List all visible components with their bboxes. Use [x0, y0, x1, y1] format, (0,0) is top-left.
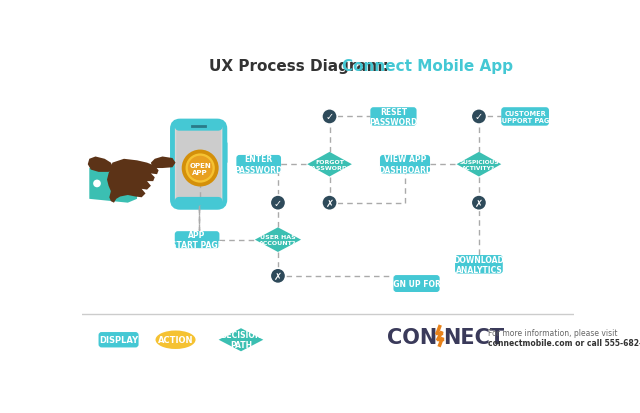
FancyBboxPatch shape: [175, 197, 223, 206]
Text: ✓: ✓: [326, 112, 333, 122]
Circle shape: [322, 109, 337, 125]
Text: ✗: ✗: [326, 198, 333, 208]
Text: FORGOT
PASSWORD?: FORGOT PASSWORD?: [308, 159, 351, 170]
Text: ✗: ✗: [475, 198, 483, 208]
Text: VIEW APP
DASHBOARD: VIEW APP DASHBOARD: [378, 155, 432, 174]
Text: Connect Mobile App: Connect Mobile App: [342, 59, 513, 74]
Polygon shape: [107, 159, 159, 203]
Circle shape: [182, 150, 219, 187]
FancyBboxPatch shape: [455, 255, 503, 274]
Circle shape: [186, 154, 215, 183]
Text: SUSPICIOUS
ACTIVITY?: SUSPICIOUS ACTIVITY?: [459, 159, 499, 170]
Circle shape: [322, 195, 337, 211]
Text: DOWNLOAD
ANALYTICS: DOWNLOAD ANALYTICS: [454, 255, 504, 274]
Text: NECT: NECT: [444, 328, 504, 348]
Polygon shape: [255, 228, 301, 252]
Circle shape: [471, 109, 486, 125]
FancyBboxPatch shape: [394, 275, 440, 292]
Circle shape: [471, 195, 486, 211]
Text: DECISION
PATH: DECISION PATH: [220, 330, 262, 349]
FancyBboxPatch shape: [380, 156, 430, 174]
FancyBboxPatch shape: [371, 108, 417, 126]
Circle shape: [93, 180, 101, 188]
Text: SIGN UP FORM: SIGN UP FORM: [385, 279, 449, 288]
FancyBboxPatch shape: [175, 123, 223, 131]
FancyBboxPatch shape: [175, 232, 220, 249]
Text: UX Process Diagram:: UX Process Diagram:: [209, 59, 394, 74]
Circle shape: [270, 268, 285, 284]
FancyBboxPatch shape: [99, 332, 139, 348]
Text: CON: CON: [387, 328, 437, 348]
Polygon shape: [151, 157, 175, 169]
Text: ENTER
PASSWORD: ENTER PASSWORD: [234, 155, 283, 174]
Text: USER HAS
ACCOUNT?: USER HAS ACCOUNT?: [259, 235, 296, 245]
Text: APP
START PAGE: APP START PAGE: [171, 230, 223, 250]
Text: ✓: ✓: [274, 198, 282, 208]
Text: connectmobile.com or call 555-682-9962: connectmobile.com or call 555-682-9962: [488, 338, 640, 347]
Circle shape: [188, 157, 212, 181]
Text: ✗: ✗: [274, 271, 282, 281]
Text: For more information, please visit: For more information, please visit: [488, 328, 618, 337]
FancyBboxPatch shape: [223, 142, 227, 164]
Circle shape: [270, 195, 285, 211]
Polygon shape: [307, 152, 352, 177]
Text: OPEN
APP: OPEN APP: [189, 162, 211, 175]
FancyBboxPatch shape: [236, 156, 281, 174]
FancyBboxPatch shape: [176, 129, 221, 201]
Polygon shape: [456, 152, 501, 177]
Text: ✓: ✓: [475, 112, 483, 122]
Text: ACTION: ACTION: [158, 335, 193, 344]
Ellipse shape: [156, 331, 196, 349]
FancyBboxPatch shape: [172, 122, 225, 208]
Text: CUSTOMER
SUPPORT PAGE: CUSTOMER SUPPORT PAGE: [497, 111, 554, 123]
Polygon shape: [219, 328, 263, 351]
Text: RESET
PASSWORD: RESET PASSWORD: [369, 107, 418, 127]
Polygon shape: [90, 166, 137, 203]
FancyBboxPatch shape: [501, 108, 549, 126]
Text: DISPLAY: DISPLAY: [99, 335, 138, 344]
Polygon shape: [88, 157, 114, 173]
